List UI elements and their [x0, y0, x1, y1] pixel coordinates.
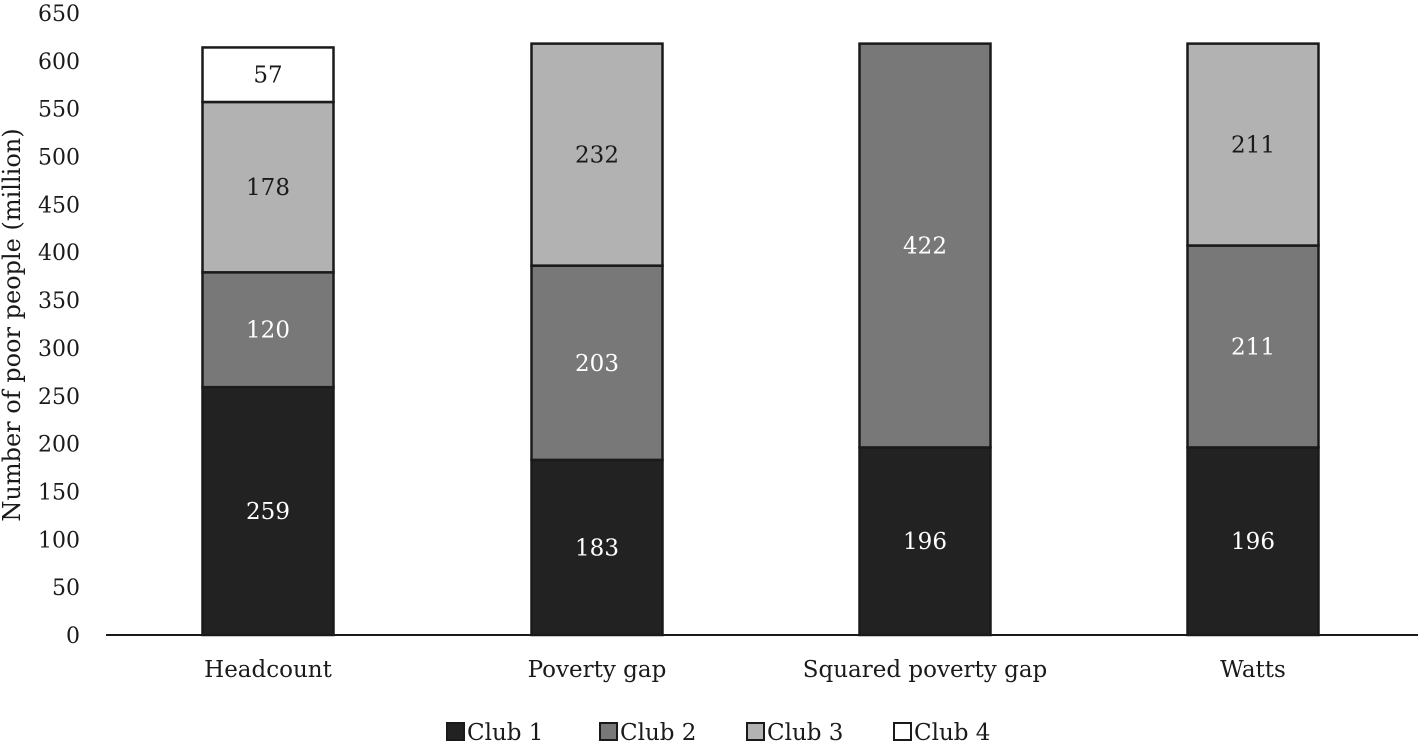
bar-segment — [530, 264, 664, 462]
y-axis-label: Number of poor people (million) — [0, 128, 26, 521]
data-label: 196 — [1231, 529, 1275, 555]
y-tick-label: 100 — [38, 528, 80, 553]
y-tick-label: 50 — [52, 576, 80, 601]
bars: 259 120 178 57 183 203 232 196 422 196 211 211 — [201, 42, 1320, 637]
y-tick-label: 150 — [38, 480, 80, 505]
legend-entry: Club 4 — [914, 720, 990, 742]
legend-entry: Club 2 — [620, 720, 696, 742]
data-label: 178 — [246, 175, 290, 201]
bar-segment — [530, 42, 664, 267]
bar-segment — [1186, 244, 1320, 449]
data-label: 259 — [246, 499, 290, 525]
x-axis-categories: Headcount Poverty gap Squared poverty gap W… — [204, 657, 1286, 683]
legend-swatch — [746, 722, 765, 741]
x-category-label: Squared poverty gap — [803, 657, 1048, 683]
y-tick-label: 550 — [38, 98, 80, 123]
data-label: 422 — [903, 234, 947, 260]
data-label: 183 — [575, 535, 619, 561]
bar-segment — [201, 385, 335, 637]
y-tick-label: 200 — [38, 433, 80, 458]
bar-segment — [201, 271, 335, 389]
y-tick-label: 350 — [38, 289, 80, 314]
bar-segment — [1186, 446, 1320, 637]
y-tick-label: 300 — [38, 337, 80, 362]
data-label: 196 — [903, 529, 947, 555]
x-category-label: Poverty gap — [528, 657, 667, 683]
legend-entry: Club 1 — [467, 720, 543, 742]
legend-swatch — [446, 722, 465, 741]
y-tick-label: 0 — [66, 624, 80, 649]
data-label: 120 — [246, 318, 290, 344]
y-tick-label: 400 — [38, 241, 80, 266]
y-tick-label: 450 — [38, 193, 80, 218]
y-axis-ticks: 0 50 100 150 200 250 300 350 400 450 500 550 600 650 — [38, 2, 80, 649]
bar-segment — [858, 42, 992, 449]
y-tick-label: 650 — [38, 2, 80, 27]
legend: Club 1 Club 2 Club 3 Club 4 — [446, 720, 990, 742]
data-label: 203 — [575, 351, 619, 377]
data-label: 232 — [575, 143, 619, 169]
legend-entry: Club 3 — [767, 720, 843, 742]
bar-segment — [1186, 42, 1320, 247]
y-tick-label: 250 — [38, 385, 80, 410]
y-tick-label: 500 — [38, 146, 80, 171]
data-label: 57 — [253, 63, 282, 89]
bar-segment — [858, 446, 992, 637]
x-category-label: Headcount — [204, 657, 332, 683]
legend-swatch — [893, 722, 912, 741]
data-label: 211 — [1231, 334, 1275, 360]
y-tick-label: 600 — [38, 50, 80, 75]
bar-segment — [201, 46, 335, 104]
legend-swatch — [599, 722, 618, 741]
data-label: 211 — [1231, 133, 1275, 159]
x-category-label: Watts — [1220, 657, 1286, 683]
